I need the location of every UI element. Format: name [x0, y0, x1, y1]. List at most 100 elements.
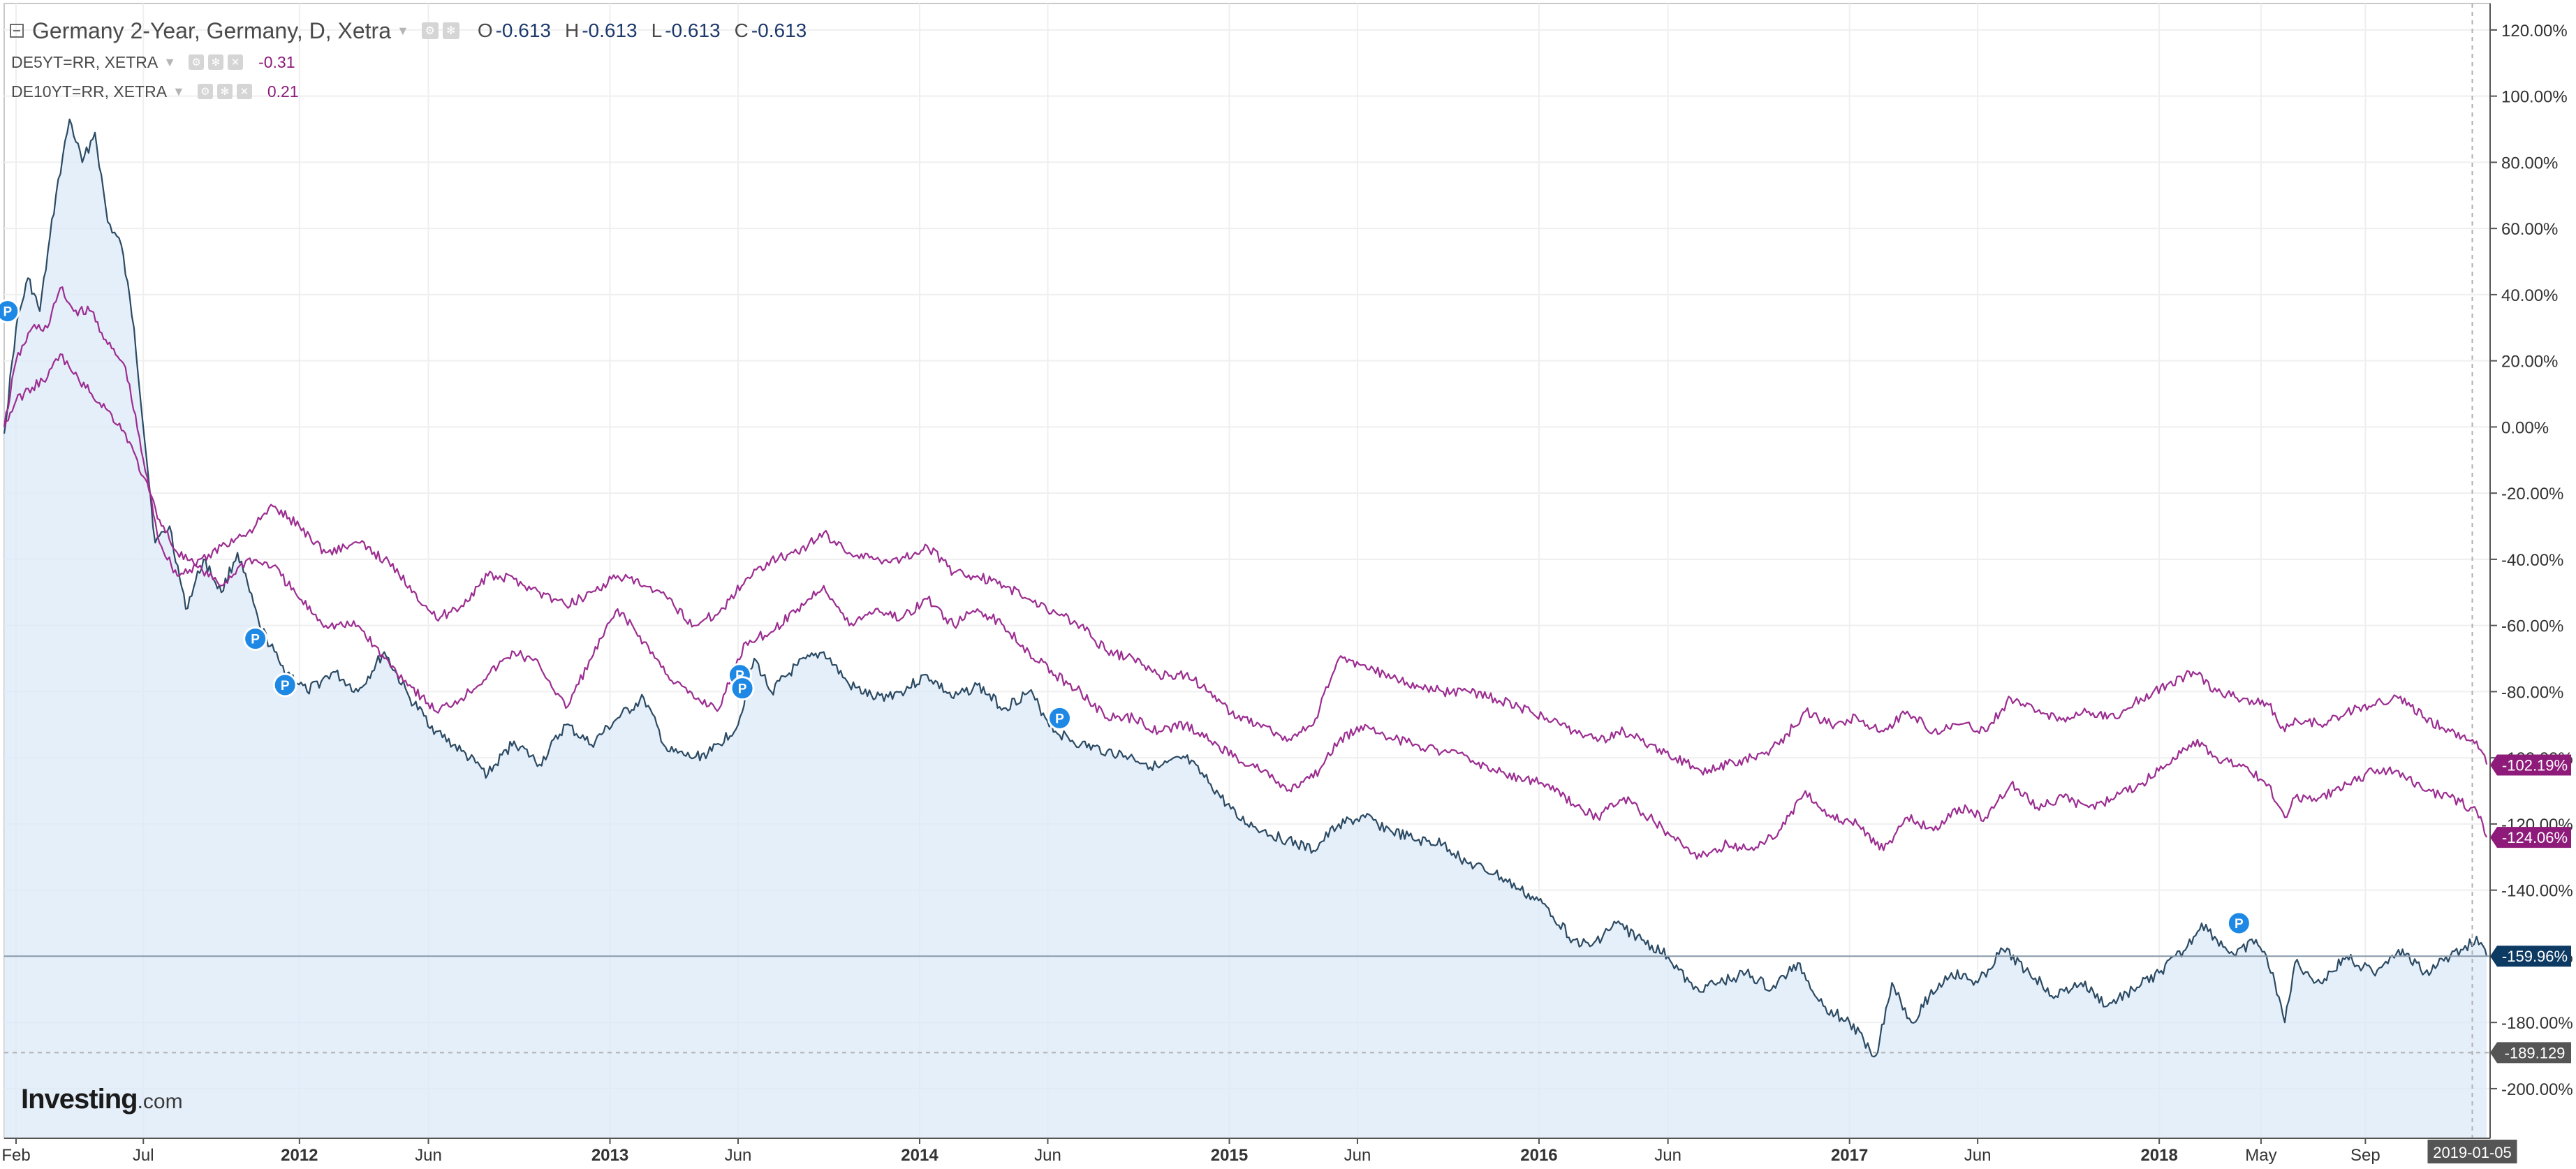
price-label-de5: -124.06%	[2490, 827, 2571, 848]
event-marker-circle[interactable]	[730, 676, 755, 701]
series-area-fill	[4, 119, 2487, 1138]
x-tick-label: 2012	[281, 1146, 318, 1165]
y-tick-label: -180.00%	[2501, 1014, 2573, 1033]
x-tick-label: 2017	[1831, 1146, 1868, 1165]
x-tick-label: Jun	[1654, 1146, 1681, 1165]
crosshair-date-label: 2019-01-05	[2427, 1140, 2517, 1163]
y-tick-label: 100.00%	[2501, 88, 2568, 107]
y-tick-label: 120.00%	[2501, 22, 2568, 41]
event-marker-circle[interactable]	[1047, 705, 1072, 730]
event-marker-label[interactable]: P	[3, 305, 13, 320]
x-tick-label: May	[2245, 1146, 2276, 1165]
x-tick-label: 2016	[1520, 1146, 1557, 1165]
legend: Germany 2-Year, Germany, D, Xetra ▼ ⚙ ✻ …	[10, 14, 807, 106]
crosshair-date-box	[2427, 1140, 2517, 1163]
axes: 120.00% 100.00% 80.00% 60.00% 40.00% 20.00% 0.…	[1, 3, 2573, 1165]
main-series-title[interactable]: Germany 2-Year, Germany, D, Xetra	[32, 17, 391, 43]
investing-logo: Investing.com	[21, 1084, 183, 1115]
event-marker-circle[interactable]	[243, 626, 268, 652]
y-tick-label: 80.00%	[2501, 154, 2558, 172]
legend-main-row: Germany 2-Year, Germany, D, Xetra ▼ ⚙ ✻ …	[10, 14, 807, 47]
price-label-crosshair-box	[2490, 1042, 2571, 1064]
series-line-main[interactable]	[3, 118, 2488, 1058]
event-marker-label[interactable]: P	[1055, 712, 1064, 726]
ohlc-label: C	[734, 20, 749, 41]
y-tick-label: 60.00%	[2501, 220, 2558, 239]
gear-icon[interactable]: ✻	[216, 84, 233, 99]
event-marker-label[interactable]: P	[738, 682, 747, 697]
y-tick-label: -20.00%	[2501, 485, 2563, 503]
event-marker-label[interactable]: P	[281, 679, 290, 693]
event-marker-circle[interactable]	[0, 299, 20, 324]
event-marker[interactable]: P	[2226, 911, 2251, 936]
price-label-de10: -102.19%	[2490, 754, 2571, 776]
ohlc-label: O	[477, 20, 493, 41]
series-line-overlay-2[interactable]	[3, 353, 2488, 776]
y-tick-label: -40.00%	[2501, 551, 2563, 570]
x-tick-label: 2013	[591, 1146, 628, 1165]
price-label-de10-text: -102.19%	[2502, 757, 2568, 774]
x-tick-label: Feb	[1, 1146, 30, 1165]
event-marker[interactable]: P	[272, 672, 297, 698]
x-tick-label: Jun	[415, 1146, 442, 1165]
y-tick-label: -80.00%	[2501, 683, 2563, 702]
ohlc-value: -0.613	[582, 20, 638, 41]
price-labels: -102.19% -124.06% -159.96% -189.129 2019-01-…	[2427, 754, 2571, 1163]
event-marker-label[interactable]: P	[251, 633, 260, 647]
ohlc-value: -0.613	[495, 20, 551, 41]
ohlc-label: L	[651, 20, 663, 41]
close-icon[interactable]: ✕	[228, 54, 244, 70]
chevron-down-icon[interactable]: ▼	[172, 84, 185, 98]
price-label-de5-box	[2490, 827, 2571, 848]
event-marker-label[interactable]: P	[2235, 917, 2244, 932]
x-tick-label: Jun	[1034, 1146, 1061, 1165]
x-tick-label: Sep	[2350, 1146, 2380, 1165]
settings-icon[interactable]: ⚙	[197, 84, 213, 99]
overlay-series-title[interactable]: DE10YT=RR, XETRA	[11, 82, 168, 101]
y-tick-label: -60.00%	[2501, 617, 2563, 636]
price-label-main-text: -159.96%	[2502, 948, 2568, 965]
ohlc-value: -0.613	[751, 20, 807, 41]
event-marker-circle[interactable]	[272, 672, 297, 698]
x-tick-label: Jun	[725, 1146, 752, 1165]
price-label-crosshair: -189.129	[2490, 1042, 2571, 1064]
y-tick-label: -140.00%	[2501, 882, 2573, 901]
event-marker-circle[interactable]	[2226, 911, 2251, 936]
event-marker[interactable]: P	[1047, 705, 1072, 730]
logo-brand: Investing	[21, 1084, 138, 1115]
close-icon[interactable]: ✕	[236, 84, 252, 99]
x-tick-label: 2015	[1211, 1146, 1248, 1165]
event-marker[interactable]: P	[0, 299, 20, 324]
logo-suffix: .com	[137, 1090, 183, 1113]
legend-overlay-row: DE5YT=RR, XETRA ▼ ⚙ ✻ ✕ -0.31	[10, 47, 807, 77]
x-tick-label: 2014	[901, 1146, 939, 1165]
settings-icon[interactable]: ⚙	[189, 54, 205, 70]
event-marker[interactable]: P	[730, 676, 755, 701]
y-tick-label: 20.00%	[2501, 353, 2558, 372]
legend-overlay-rows: DE5YT=RR, XETRA ▼ ⚙ ✻ ✕ -0.31 DE10YT=RR, XETRA…	[10, 47, 807, 106]
price-label-de5-text: -124.06%	[2502, 829, 2568, 846]
y-tick-label: 0.00%	[2501, 418, 2549, 437]
price-label-main: -159.96%	[2490, 946, 2571, 967]
overlay-series-value: -0.31	[258, 52, 295, 71]
event-marker[interactable]: P	[243, 626, 268, 652]
chevron-down-icon[interactable]: ▼	[396, 23, 409, 38]
overlay-series-title[interactable]: DE5YT=RR, XETRA	[11, 52, 159, 71]
settings-icon[interactable]: ⚙	[421, 22, 439, 39]
gear-icon[interactable]: ✻	[208, 54, 224, 70]
series-line-overlay-1[interactable]	[3, 286, 2488, 860]
price-label-de10-box	[2490, 754, 2571, 776]
chevron-down-icon[interactable]: ▼	[163, 54, 177, 69]
x-tick-label: Jun	[1964, 1146, 1992, 1165]
x-tick-label: 2018	[2140, 1146, 2177, 1165]
y-tick-label: -200.00%	[2501, 1080, 2573, 1099]
series-area	[4, 119, 2487, 1138]
price-label-main-box	[2490, 946, 2571, 967]
collapse-icon[interactable]	[10, 24, 24, 38]
y-tick-label: 40.00%	[2501, 286, 2558, 305]
gear-icon[interactable]: ✻	[442, 22, 459, 39]
crosshair-date-text: 2019-01-05	[2433, 1144, 2512, 1161]
price-label-crosshair-text: -189.129	[2505, 1044, 2566, 1061]
